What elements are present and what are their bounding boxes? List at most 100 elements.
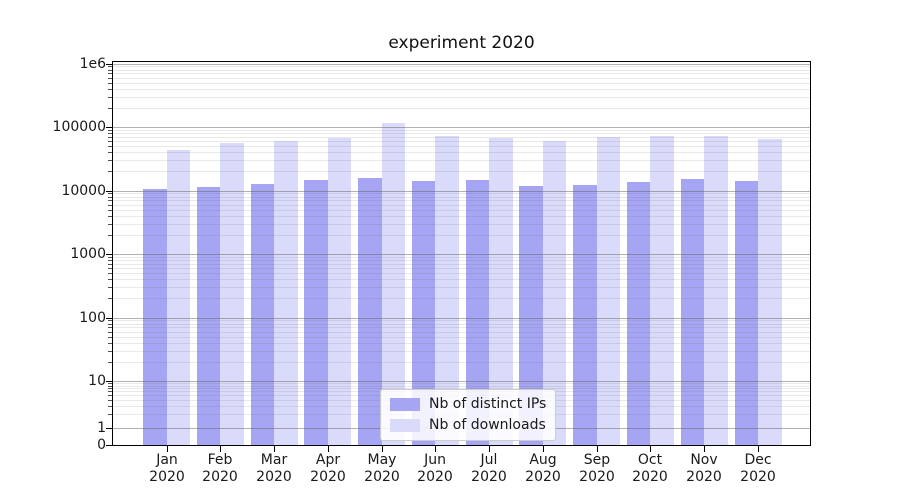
- gridline-minor: [113, 324, 810, 325]
- y-axis-tick: [106, 127, 113, 128]
- gridline-minor: [113, 268, 810, 269]
- x-tick-label-year: 2020: [417, 469, 453, 485]
- y-axis-minor-tick: [108, 197, 112, 198]
- y-axis-minor-tick: [108, 66, 112, 67]
- gridline-minor: [113, 66, 810, 67]
- y-axis-minor-tick: [108, 351, 112, 352]
- bar-distinct-ips-mar: [250, 183, 274, 445]
- x-tick-label: Oct 2020: [615, 452, 685, 486]
- x-axis-tick: [274, 446, 275, 452]
- y-axis-tick: [106, 381, 113, 382]
- y-axis-minor-tick: [108, 216, 112, 217]
- x-tick-label: Mar 2020: [239, 452, 309, 486]
- y-axis-minor-tick: [108, 137, 112, 138]
- gridline-major: [113, 191, 810, 192]
- gridline-major: [113, 318, 810, 319]
- x-axis-tick: [435, 446, 436, 452]
- plot-area: [112, 61, 811, 446]
- x-tick-label-year: 2020: [256, 469, 292, 485]
- gridline-minor: [113, 332, 810, 333]
- y-tick-label: 0: [97, 437, 106, 453]
- y-axis-minor-tick: [108, 400, 112, 401]
- y-axis-minor-tick: [108, 320, 112, 321]
- bar-downloads-jul: [489, 137, 513, 445]
- gridline-minor: [113, 320, 810, 321]
- bar-distinct-ips-jul: [465, 180, 490, 445]
- y-axis-minor-tick: [108, 200, 112, 201]
- y-axis-minor-tick: [108, 73, 112, 74]
- gridline-major: [113, 64, 810, 65]
- gridline-minor: [113, 287, 810, 288]
- x-tick-label-year: 2020: [471, 469, 507, 485]
- gridline-minor: [113, 97, 810, 98]
- gridline-minor: [113, 89, 810, 90]
- bar-downloads-oct: [650, 135, 674, 445]
- x-tick-label-year: 2020: [579, 469, 615, 485]
- x-tick-label-month: Jun: [424, 452, 446, 468]
- gridline-minor: [113, 235, 810, 236]
- gridline-minor: [113, 216, 810, 217]
- gridline-minor: [113, 200, 810, 201]
- gridline-minor: [113, 264, 810, 265]
- gridline-minor: [113, 386, 810, 387]
- gridline-minor: [113, 133, 810, 134]
- bar-downloads-jun: [435, 136, 459, 445]
- x-tick-label-year: 2020: [149, 469, 185, 485]
- x-tick-label: Aug 2020: [508, 452, 578, 486]
- y-axis-minor-tick: [108, 108, 112, 109]
- x-tick-label-month: Sep: [583, 452, 611, 468]
- y-axis-minor-tick: [108, 406, 112, 407]
- x-axis-tick: [650, 446, 651, 452]
- gridline-minor: [113, 108, 810, 109]
- y-tick-label: 1e6: [79, 56, 106, 72]
- bar-downloads-dec: [758, 138, 782, 445]
- x-tick-label-month: Aug: [529, 452, 557, 468]
- gridline-minor: [113, 327, 810, 328]
- x-tick-label: Jun 2020: [400, 452, 470, 486]
- y-axis-minor-tick: [108, 78, 112, 79]
- y-axis-tick: [106, 254, 113, 255]
- y-axis-minor-tick: [108, 386, 112, 387]
- gridline-minor: [113, 205, 810, 206]
- gridline-minor: [113, 141, 810, 142]
- y-axis-minor-tick: [108, 97, 112, 98]
- y-axis-minor-tick: [108, 133, 112, 134]
- gridline-minor: [113, 210, 810, 211]
- y-axis-minor-tick: [108, 83, 112, 84]
- x-tick-label-month: Apr: [315, 452, 341, 468]
- y-axis-minor-tick: [108, 260, 112, 261]
- legend-label: Nb of distinct IPs: [429, 396, 547, 412]
- y-axis-minor-tick: [108, 130, 112, 131]
- y-axis-minor-tick: [108, 332, 112, 333]
- chart-title: experiment 2020: [388, 33, 535, 53]
- y-axis-minor-tick: [108, 391, 112, 392]
- x-tick-label-year: 2020: [364, 469, 400, 485]
- x-tick-label: Dec 2020: [723, 452, 793, 486]
- x-tick-label: May 2020: [347, 452, 417, 486]
- gridline-minor: [113, 78, 810, 79]
- gridline-minor: [113, 197, 810, 198]
- y-axis-minor-tick: [108, 395, 112, 396]
- y-tick-label: 1: [97, 420, 106, 436]
- y-axis-minor-tick: [108, 268, 112, 269]
- x-axis-tick: [758, 446, 759, 452]
- bar-distinct-ips-feb: [196, 186, 221, 445]
- x-tick-label: Apr 2020: [293, 452, 363, 486]
- gridline-minor: [113, 160, 810, 161]
- y-axis-tick: [106, 191, 113, 192]
- x-tick-label: Feb 2020: [185, 452, 255, 486]
- y-tick-label: 10: [88, 373, 106, 389]
- bar-distinct-ips-may: [358, 177, 382, 445]
- x-tick-label-month: Feb: [207, 452, 233, 468]
- x-axis-tick: [328, 446, 329, 452]
- gridline-minor: [113, 337, 810, 338]
- y-axis-minor-tick: [108, 193, 112, 194]
- bar-downloads-sep: [596, 136, 621, 445]
- gridline-minor: [113, 193, 810, 194]
- y-axis-minor-tick: [108, 343, 112, 344]
- bar-distinct-ips-oct: [626, 181, 651, 445]
- y-axis-minor-tick: [108, 89, 112, 90]
- y-axis-tick: [106, 318, 113, 319]
- y-tick-label: 1000: [70, 246, 106, 262]
